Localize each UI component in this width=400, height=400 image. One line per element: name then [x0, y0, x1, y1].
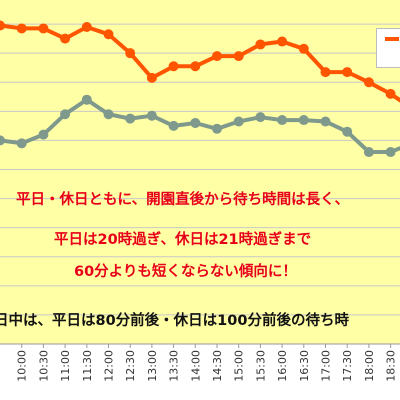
data-point-holiday	[103, 29, 114, 40]
data-point-holiday	[81, 21, 92, 32]
data-point-weekday	[233, 116, 244, 127]
data-point-weekday	[81, 94, 92, 105]
data-point-weekday	[146, 110, 157, 121]
data-point-weekday	[363, 147, 374, 158]
data-point-weekday	[0, 135, 5, 146]
annotation-1: 平日・休日ともに、開園直後から待ち時間は長く、	[16, 192, 350, 208]
x-tick-label: 15:00	[233, 350, 246, 382]
data-point-weekday	[320, 116, 331, 127]
annotation-2: 平日は20時過ぎ、休日は21時過ぎまで	[54, 232, 312, 248]
data-point-weekday	[125, 113, 136, 124]
data-point-weekday	[298, 115, 309, 126]
x-axis-ticks: 10:00 10:30 11:00 11:30 12:00 12:30 13:00 13:30…	[16, 344, 398, 382]
x-tick-label: 11:00	[59, 350, 72, 382]
legend	[376, 28, 400, 68]
data-point-holiday	[342, 67, 353, 78]
data-point-weekday	[168, 120, 179, 131]
x-tick-label: 12:00	[103, 350, 116, 382]
series-holiday	[0, 20, 400, 103]
data-point-holiday	[255, 39, 266, 50]
x-tick-label: 10:30	[37, 350, 50, 382]
series-weekday	[0, 94, 400, 158]
x-tick-label: 16:00	[276, 350, 289, 382]
x-tick-label: 17:30	[341, 350, 354, 382]
x-tick-label: 17:00	[320, 350, 333, 382]
data-point-weekday	[190, 117, 201, 128]
data-point-weekday	[342, 126, 353, 137]
x-tick-label: 16:30	[298, 350, 311, 382]
data-point-holiday	[0, 20, 5, 31]
data-point-weekday	[277, 115, 288, 126]
series-layer	[0, 20, 400, 158]
x-tick-label: 10:00	[16, 350, 29, 382]
x-tick-label: 13:00	[146, 350, 159, 382]
data-point-weekday	[103, 109, 114, 120]
gridlines	[0, 23, 400, 345]
data-point-holiday	[146, 72, 157, 83]
data-point-holiday	[38, 23, 49, 34]
x-tick-label: 18:00	[363, 350, 376, 382]
data-point-weekday	[255, 112, 266, 123]
data-point-weekday	[212, 123, 222, 134]
data-point-holiday	[16, 23, 27, 34]
annotation-4: 日中は、平日は80分前後・休日は100分前後の待ち時	[0, 313, 349, 329]
annotation-3: 60分よりも短くならない傾向に！	[74, 264, 297, 280]
data-point-weekday	[60, 109, 71, 120]
data-point-holiday	[168, 61, 179, 72]
plot-area	[0, 0, 400, 344]
x-tick-label: 15:30	[254, 350, 267, 382]
data-point-holiday	[363, 77, 374, 88]
x-tick-label: 14:30	[211, 350, 224, 382]
x-tick-label: 12:30	[124, 350, 137, 382]
legend-swatch-holiday	[385, 37, 399, 41]
x-tick-label: 14:00	[189, 350, 202, 382]
data-point-holiday	[125, 48, 136, 59]
data-point-weekday	[38, 129, 49, 140]
data-point-holiday	[190, 61, 201, 72]
data-point-holiday	[298, 43, 309, 54]
data-point-weekday	[385, 147, 396, 158]
data-point-holiday	[277, 36, 288, 47]
data-point-weekday	[16, 138, 27, 149]
x-tick-label: 13:30	[168, 350, 181, 382]
data-point-holiday	[320, 67, 331, 78]
x-tick-label: 18:30	[385, 350, 398, 382]
data-point-holiday	[233, 51, 244, 62]
x-tick-label: 11:30	[81, 350, 94, 382]
data-point-holiday	[60, 33, 71, 44]
data-point-holiday	[212, 51, 222, 62]
data-point-holiday	[385, 88, 396, 99]
